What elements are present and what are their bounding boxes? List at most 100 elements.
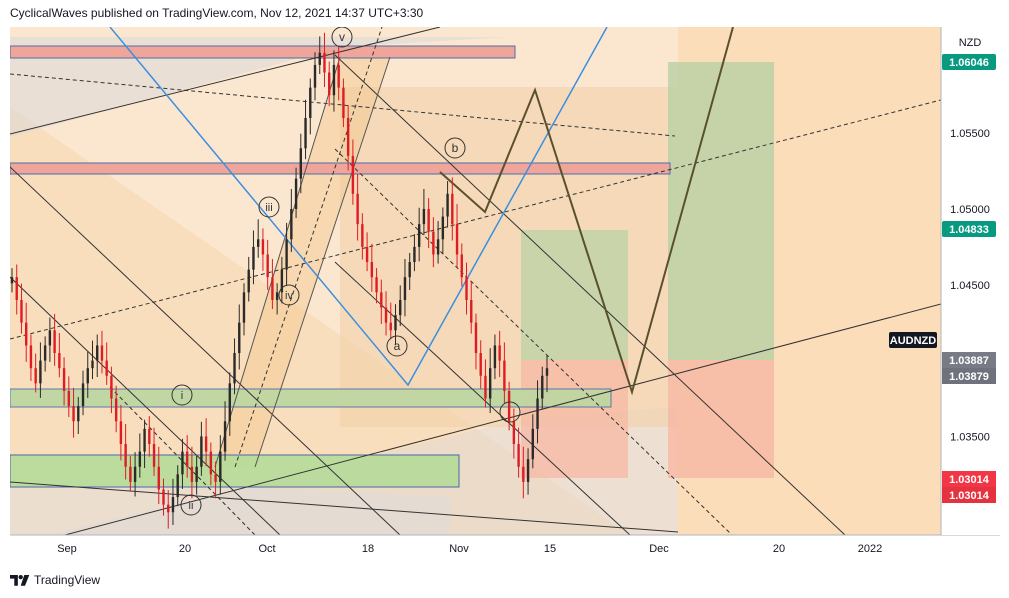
wave-labels: v iii iv i ii b a bbox=[171, 26, 521, 516]
candle-body bbox=[266, 254, 269, 278]
declining-channel-mid bbox=[334, 148, 733, 535]
candle-body bbox=[403, 277, 407, 300]
candle-body bbox=[119, 421, 123, 445]
price-label-target-low-text: 1.04833 bbox=[949, 224, 989, 236]
candle-body bbox=[436, 239, 440, 255]
lower-channel-fill bbox=[10, 107, 630, 535]
short-stop-box bbox=[521, 360, 628, 478]
candle-body bbox=[86, 368, 89, 384]
candle-body bbox=[181, 451, 184, 475]
candle-body bbox=[332, 64, 336, 96]
candle-body bbox=[470, 299, 473, 323]
rising-channel-left bbox=[214, 56, 341, 468]
grey-wedge-top bbox=[10, 37, 510, 137]
candle-body bbox=[337, 64, 340, 88]
price-label-stop-2: 1.03014 bbox=[942, 487, 996, 503]
candle-body bbox=[143, 428, 146, 452]
candle-body bbox=[91, 360, 94, 369]
long-target-box bbox=[668, 62, 774, 360]
candle-body bbox=[474, 322, 478, 354]
candle-body bbox=[110, 375, 113, 399]
candle-body bbox=[58, 353, 61, 369]
wave-label-iv: iv bbox=[278, 284, 300, 306]
time-tick-label: 18 bbox=[362, 543, 374, 555]
candle-body bbox=[460, 254, 463, 278]
candle-body bbox=[185, 451, 189, 467]
time-tick-label: 2022 bbox=[858, 543, 882, 555]
candle-body bbox=[498, 345, 501, 361]
candle-body bbox=[394, 315, 397, 331]
price-label-last-1: 1.03887 bbox=[942, 352, 996, 368]
price-tick-label: 1.05500 bbox=[950, 128, 990, 140]
drawings-layer bbox=[10, 27, 941, 535]
price-tick-label: 1.04500 bbox=[950, 280, 990, 292]
candle-body bbox=[503, 360, 506, 391]
candle-body bbox=[62, 368, 66, 391]
candle-body bbox=[148, 428, 151, 445]
price-tick-label: 1.05000 bbox=[950, 204, 990, 216]
time-tick-label: 15 bbox=[544, 543, 556, 555]
candle-body bbox=[39, 360, 42, 384]
price-tick-label: 1.03500 bbox=[950, 431, 990, 443]
candle-body bbox=[77, 406, 80, 422]
time-axis[interactable]: Sep 20 Oct 18 Nov 15 Dec 20 2022 bbox=[57, 543, 882, 555]
candle-body bbox=[375, 277, 378, 293]
candle-body bbox=[100, 345, 104, 361]
candle-body bbox=[432, 231, 435, 255]
candle-body bbox=[15, 277, 18, 300]
chart-container[interactable]: v iii iv i ii b a bbox=[10, 26, 1000, 563]
candle-body bbox=[219, 451, 222, 482]
wave-label-v-text: v bbox=[339, 30, 345, 44]
candle-body bbox=[541, 375, 544, 399]
candle-body bbox=[190, 466, 194, 482]
price-label-target-high: 1.06046 bbox=[942, 54, 996, 70]
candle-body bbox=[309, 87, 312, 118]
candle-body bbox=[384, 307, 388, 323]
candle-body bbox=[171, 497, 175, 513]
candle-body bbox=[81, 383, 85, 407]
candle-body bbox=[176, 474, 179, 498]
candle-body bbox=[105, 360, 108, 376]
wave-projection-path bbox=[439, 27, 734, 396]
price-label-stop-2-text: 1.03014 bbox=[949, 490, 990, 502]
candle-body bbox=[380, 292, 383, 308]
candle-body bbox=[228, 383, 231, 422]
time-tick-label: 20 bbox=[773, 543, 785, 555]
candle-body bbox=[247, 269, 250, 293]
candle-body bbox=[162, 489, 165, 505]
candle-body bbox=[451, 193, 454, 225]
wave-label-a-text: a bbox=[394, 339, 401, 353]
candle-body bbox=[488, 368, 492, 399]
candle-body bbox=[531, 428, 534, 460]
candle-body bbox=[223, 421, 227, 452]
blue-projection-line bbox=[109, 27, 608, 387]
price-chart[interactable]: v iii iv i ii b a bbox=[10, 26, 1000, 563]
currency-label: NZD bbox=[959, 37, 982, 49]
wave-label-iii-text: iii bbox=[265, 202, 272, 214]
candle-body bbox=[328, 72, 331, 96]
candle-body bbox=[422, 208, 426, 225]
candle-body bbox=[261, 239, 265, 255]
wave-label-ii: ii bbox=[180, 494, 202, 516]
symbol-tag: AUDNZD bbox=[889, 332, 937, 348]
candle-body bbox=[48, 330, 52, 346]
declining-channel-upper bbox=[334, 54, 846, 535]
wave-label-iv-text: iv bbox=[285, 290, 293, 302]
rising-channel-dash bbox=[234, 27, 383, 468]
price-label-stop-1-text: 1.03014 bbox=[949, 474, 990, 486]
candle-body bbox=[133, 466, 137, 482]
candle-body bbox=[34, 368, 37, 384]
wave-label-b-text: b bbox=[452, 141, 459, 155]
fan-line-flat bbox=[10, 481, 679, 533]
candle-body bbox=[389, 322, 392, 331]
declining-channel-lower bbox=[334, 261, 631, 535]
candle-body bbox=[25, 322, 28, 346]
candle-body bbox=[526, 459, 530, 482]
price-label-last-2: 1.03879 bbox=[942, 368, 996, 384]
candle-body bbox=[446, 193, 449, 217]
candle-body bbox=[351, 155, 355, 194]
candle-body bbox=[365, 246, 369, 263]
candle-body bbox=[370, 262, 374, 278]
falling-dashed-line bbox=[10, 73, 676, 137]
wave-label-a: a bbox=[386, 335, 408, 357]
